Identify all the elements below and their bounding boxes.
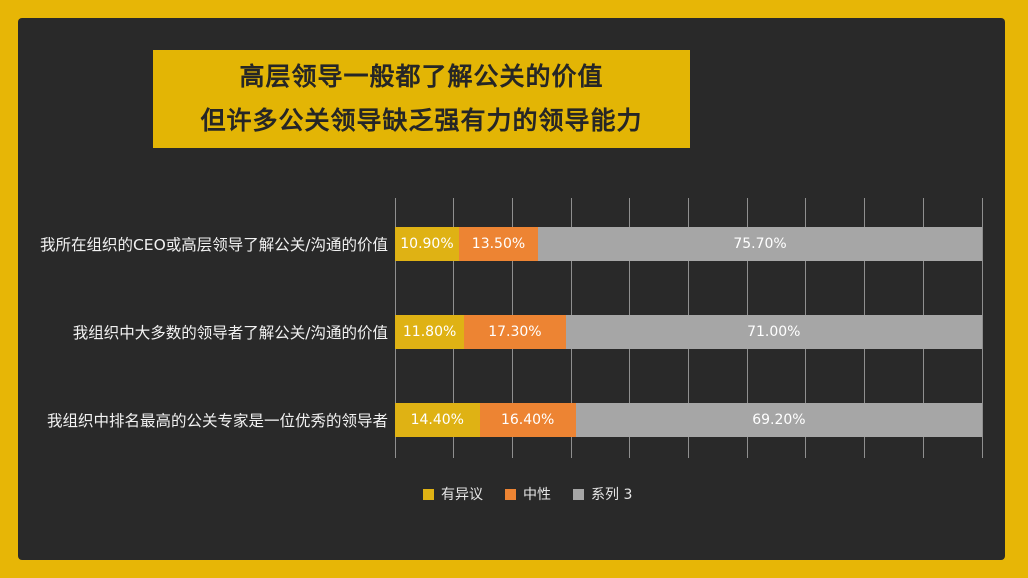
bar-segment: 17.30% — [464, 315, 566, 349]
slide-panel: 高层领导一般都了解公关的价值 但许多公关领导缺乏强有力的领导能力 我所在组织的C… — [18, 18, 1005, 560]
bar-value-label: 10.90% — [400, 236, 454, 252]
gridline — [981, 198, 983, 458]
bar-segment: 11.80% — [395, 315, 465, 349]
bar-row: 11.80% 17.30% 71.00% — [395, 315, 982, 349]
category-label: 我所在组织的CEO或高层领导了解公关/沟通的价值 — [39, 236, 388, 254]
bar-segment: 69.20% — [575, 403, 982, 437]
legend-marker-icon — [573, 488, 584, 500]
bar-segment: 10.90% — [395, 227, 459, 261]
legend-label: 有异议 — [441, 487, 483, 503]
category-label: 我组织中大多数的领导者了解公关/沟通的价值 — [72, 324, 388, 342]
legend-label: 系列 3 — [591, 487, 633, 503]
title-line-1: 高层领导一般都了解公关的价值 — [239, 62, 604, 91]
bar-segment: 16.40% — [479, 403, 576, 437]
bar-value-label: 17.30% — [488, 324, 542, 340]
bar-value-label: 16.40% — [500, 412, 555, 428]
bar-value-label: 14.40% — [410, 412, 464, 428]
legend-marker-icon — [423, 488, 434, 500]
category-label: 我组织中排名最高的公关专家是一位优秀的领导者 — [46, 412, 388, 430]
plot-area: 10.90% 13.50% 75.70% 11.80% 17.30% 71.00% 14.4… — [394, 198, 983, 458]
bar-value-label: 69.20% — [752, 412, 806, 428]
bar-row: 14.40% 16.40% 69.20% — [395, 403, 982, 437]
bar-value-label: 71.00% — [747, 324, 801, 340]
chart-legend: 有异议 中性 系列 3 — [423, 484, 632, 504]
bar-segment: 14.40% — [395, 403, 480, 437]
bar-row: 10.90% 13.50% 75.70% — [395, 227, 982, 261]
bar-segment: 75.70% — [538, 227, 982, 261]
title-line-2: 但许多公关领导缺乏强有力的领导能力 — [200, 106, 643, 135]
bar-segment: 13.50% — [458, 227, 539, 261]
bar-segment: 71.00% — [565, 315, 982, 349]
title-box: 高层领导一般都了解公关的价值 但许多公关领导缺乏强有力的领导能力 — [153, 50, 690, 148]
category-labels: 我所在组织的CEO或高层领导了解公关/沟通的价值我组织中大多数的领导者了解公关/… — [30, 198, 388, 458]
bar-value-label: 13.50% — [471, 236, 526, 252]
legend-marker-icon — [505, 488, 516, 500]
legend-item: 中性 — [505, 484, 551, 504]
legend-item: 系列 3 — [573, 484, 632, 504]
bar-value-label: 75.70% — [733, 236, 787, 252]
legend-item: 有异议 — [423, 484, 483, 504]
legend-label: 中性 — [523, 487, 551, 503]
bar-value-label: 11.80% — [402, 324, 457, 340]
